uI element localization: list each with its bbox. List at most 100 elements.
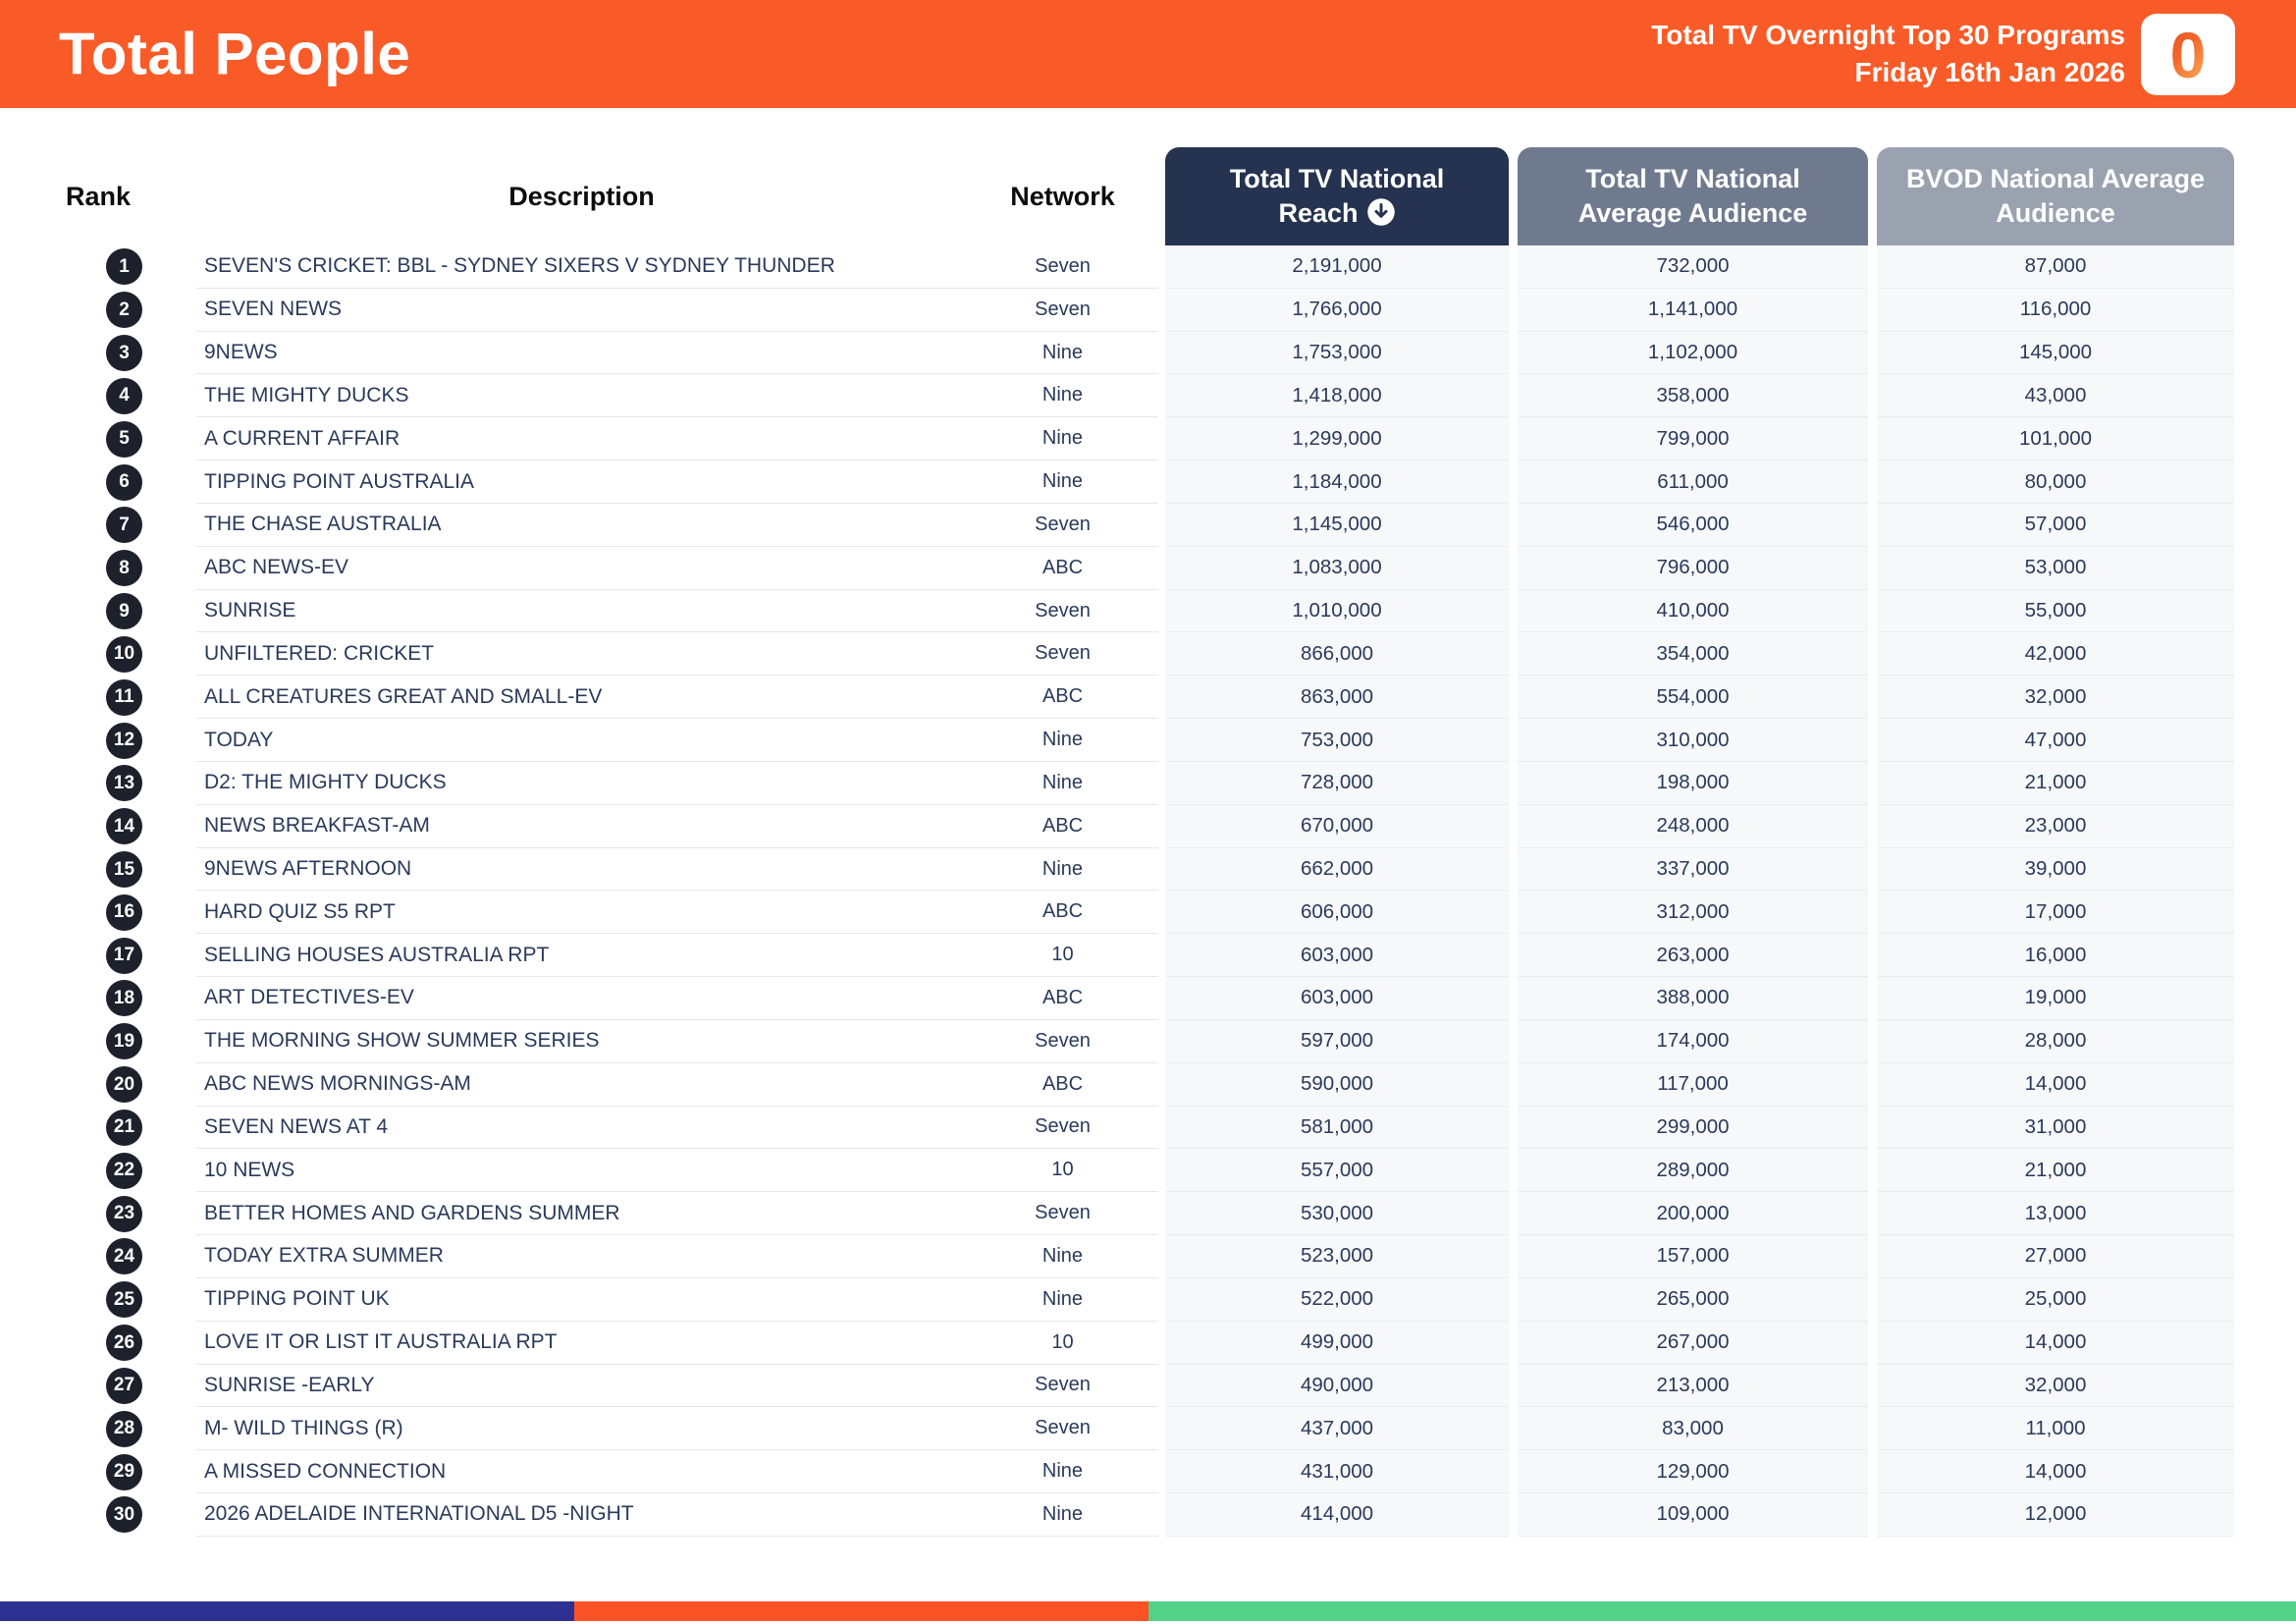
rank-cell: 19 (0, 1020, 196, 1063)
report-subtitle-line1: Total TV Overnight Top 30 Programs (1651, 20, 2125, 50)
total-tv-avg-audience-cell: 109,000 (1518, 1493, 1868, 1537)
total-tv-avg-audience-cell: 358,000 (1518, 374, 1868, 418)
description-cell: TODAY EXTRA SUMMER (196, 1235, 967, 1278)
description-cell: ABC NEWS MORNINGS-AM (196, 1063, 967, 1107)
table-row: 30 2026 ADELAIDE INTERNATIONAL D5 -NIGHT… (0, 1493, 2234, 1537)
total-tv-reach-cell: 437,000 (1165, 1407, 1509, 1451)
total-tv-reach-cell: 522,000 (1165, 1277, 1509, 1322)
rank-badge: 10 (106, 635, 142, 673)
column-header-description: Description (508, 181, 655, 211)
oztam-zero-icon: 0 (2170, 19, 2207, 91)
table-row: 17 SELLING HOUSES AUSTRALIA RPT 10 603,0… (0, 934, 2234, 978)
column-header-bvod-avg-audience[interactable]: BVOD National Average Audience (1877, 147, 2234, 245)
bvod-avg-audience-cell: 42,000 (1877, 632, 2234, 677)
total-tv-reach-cell: 863,000 (1165, 676, 1509, 720)
rank-badge: 2 (106, 292, 142, 329)
total-tv-avg-audience-cell: 213,000 (1518, 1364, 1868, 1408)
description-cell: NEWS BREAKFAST-AM (196, 805, 967, 848)
rank-cell: 20 (0, 1063, 196, 1107)
description-cell: 10 NEWS (196, 1149, 967, 1193)
total-tv-reach-cell: 597,000 (1165, 1019, 1509, 1063)
description-cell: THE MORNING SHOW SUMMER SERIES (196, 1020, 967, 1063)
bvod-avg-audience-cell: 101,000 (1877, 417, 2234, 461)
column-header-total-tv-reach[interactable]: Total TV National Reach (1165, 147, 1509, 245)
table-row: 18 ART DETECTIVES-EV ABC 603,000 388,000… (0, 977, 2234, 1020)
total-tv-reach-cell: 431,000 (1165, 1450, 1509, 1494)
total-tv-avg-audience-cell: 83,000 (1518, 1407, 1868, 1451)
rank-badge: 12 (106, 722, 142, 759)
total-tv-avg-audience-cell: 117,000 (1518, 1062, 1868, 1107)
total-tv-reach-cell: 662,000 (1165, 847, 1509, 892)
description-cell: A CURRENT AFFAIR (196, 417, 967, 461)
description-cell: SELLING HOUSES AUSTRALIA RPT (196, 934, 967, 978)
total-tv-reach-cell: 490,000 (1165, 1364, 1509, 1408)
total-tv-avg-audience-cell: 198,000 (1518, 761, 1868, 805)
table-row: 11 ALL CREATURES GREAT AND SMALL-EV ABC … (0, 676, 2234, 720)
table-row: 4 THE MIGHTY DUCKS Nine 1,418,000 358,00… (0, 374, 2234, 418)
rank-cell: 10 (0, 632, 196, 676)
description-cell: 9NEWS AFTERNOON (196, 848, 967, 892)
description-cell: TIPPING POINT UK (196, 1278, 967, 1322)
total-tv-avg-audience-cell: 732,000 (1518, 245, 1868, 289)
network-cell: Seven (967, 289, 1158, 332)
network-cell: Nine (967, 417, 1158, 461)
description-cell: TIPPING POINT AUSTRALIA (196, 460, 967, 504)
total-tv-reach-cell: 670,000 (1165, 804, 1509, 848)
network-cell: Nine (967, 332, 1158, 375)
page-title: Total People (59, 21, 411, 87)
total-tv-avg-audience-cell: 546,000 (1518, 503, 1868, 547)
rank-cell: 2 (0, 289, 196, 332)
rank-badge: 30 (106, 1496, 142, 1534)
network-cell: 10 (967, 934, 1158, 978)
rank-badge: 8 (106, 550, 142, 587)
total-tv-avg-audience-cell: 157,000 (1518, 1235, 1868, 1278)
total-tv-reach-cell: 753,000 (1165, 719, 1509, 762)
rank-cell: 28 (0, 1407, 196, 1450)
rank-cell: 15 (0, 848, 196, 892)
network-cell: Seven (967, 1407, 1158, 1451)
rank-badge: 14 (106, 808, 142, 845)
bvod-avg-audience-cell: 14,000 (1877, 1321, 2234, 1365)
bvod-avg-audience-cell: 12,000 (1877, 1493, 2234, 1537)
bvod-avg-audience-cell: 13,000 (1877, 1192, 2234, 1236)
rank-badge: 7 (106, 507, 142, 544)
description-cell: ALL CREATURES GREAT AND SMALL-EV (196, 676, 967, 720)
reach-header-label: Total TV National Reach (1229, 164, 1445, 228)
rank-cell: 22 (0, 1149, 196, 1192)
description-cell: THE CHASE AUSTRALIA (196, 504, 967, 547)
table-row: 26 LOVE IT OR LIST IT AUSTRALIA RPT 10 4… (0, 1321, 2234, 1365)
bvod-avg-audience-cell: 80,000 (1877, 460, 2234, 504)
total-tv-reach-cell: 2,191,000 (1165, 245, 1509, 289)
total-tv-reach-cell: 499,000 (1165, 1321, 1509, 1365)
network-cell: Seven (967, 504, 1158, 547)
total-tv-reach-cell: 1,010,000 (1165, 589, 1509, 633)
total-tv-reach-cell: 557,000 (1165, 1149, 1509, 1193)
description-cell: TODAY (196, 719, 967, 762)
table-row: 21 SEVEN NEWS AT 4 Seven 581,000 299,000… (0, 1106, 2234, 1150)
description-cell: SUNRISE (196, 590, 967, 633)
footer-accent-segment (1148, 1601, 2296, 1621)
bvod-avg-audience-cell: 14,000 (1877, 1062, 2234, 1107)
table-row: 9 SUNRISE Seven 1,010,000 410,000 55,000 (0, 589, 2234, 633)
description-cell: SEVEN NEWS (196, 289, 967, 332)
description-cell: 9NEWS (196, 332, 967, 375)
bvod-avg-audience-cell: 32,000 (1877, 676, 2234, 720)
total-tv-avg-audience-cell: 611,000 (1518, 460, 1868, 504)
network-cell: 10 (967, 1149, 1158, 1193)
total-tv-avg-audience-cell: 312,000 (1518, 891, 1868, 935)
network-cell: Nine (967, 374, 1158, 418)
column-header-total-tv-avg-audience[interactable]: Total TV National Average Audience (1518, 147, 1868, 245)
rank-badge: 17 (106, 937, 142, 974)
bvod-avg-audience-cell: 28,000 (1877, 1019, 2234, 1063)
description-cell: ABC NEWS-EV (196, 547, 967, 590)
rank-badge: 22 (106, 1152, 142, 1189)
avg-header-label: Total TV National Average Audience (1577, 164, 1808, 228)
total-tv-reach-cell: 603,000 (1165, 977, 1509, 1020)
total-tv-avg-audience-cell: 299,000 (1518, 1106, 1868, 1150)
total-tv-reach-cell: 590,000 (1165, 1062, 1509, 1107)
table-row: 20 ABC NEWS MORNINGS-AM ABC 590,000 117,… (0, 1062, 2234, 1107)
rank-badge: 20 (106, 1066, 142, 1104)
bvod-avg-audience-cell: 25,000 (1877, 1277, 2234, 1322)
rank-badge: 26 (106, 1325, 142, 1362)
rank-badge: 25 (106, 1281, 142, 1319)
